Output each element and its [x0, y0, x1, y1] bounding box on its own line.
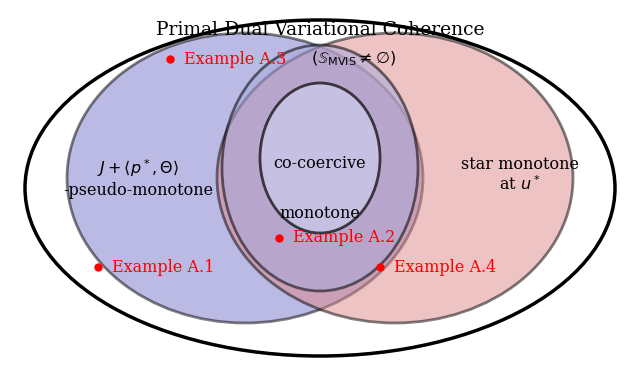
- Ellipse shape: [217, 33, 573, 323]
- Text: Primal-Dual Variational Coherence: Primal-Dual Variational Coherence: [156, 21, 484, 39]
- Ellipse shape: [67, 33, 423, 323]
- Ellipse shape: [260, 83, 380, 233]
- Text: $J + \langle p^*, \Theta \rangle$
-pseudo-monotone: $J + \langle p^*, \Theta \rangle$ -pseud…: [63, 158, 213, 199]
- Text: Example A.2: Example A.2: [293, 230, 396, 246]
- Text: Example A.1: Example A.1: [112, 258, 214, 276]
- Text: star monotone
at $u^*$: star monotone at $u^*$: [461, 156, 579, 194]
- Text: co-coercive: co-coercive: [274, 154, 366, 171]
- Text: Example A.4: Example A.4: [394, 258, 496, 276]
- Ellipse shape: [222, 45, 418, 291]
- Ellipse shape: [25, 20, 615, 356]
- Text: $(\mathbb{S}_{\mathrm{MVIS}} \neq \emptyset)$: $(\mathbb{S}_{\mathrm{MVIS}} \neq \empty…: [311, 50, 396, 68]
- Text: Example A.3: Example A.3: [184, 51, 286, 68]
- Text: monotone: monotone: [280, 204, 360, 222]
